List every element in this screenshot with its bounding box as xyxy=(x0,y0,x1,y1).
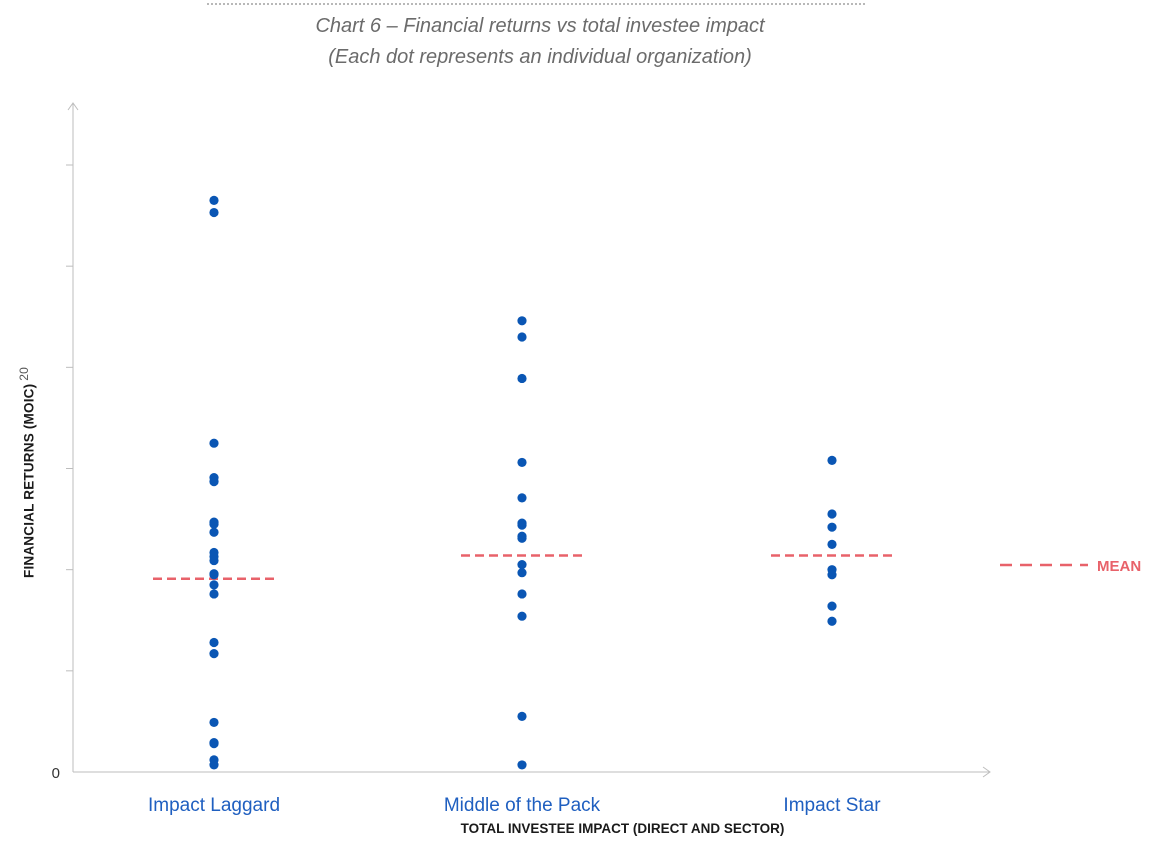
data-point xyxy=(209,649,218,658)
data-point xyxy=(209,718,218,727)
data-point xyxy=(517,612,526,621)
data-point xyxy=(209,477,218,486)
data-points xyxy=(209,196,836,770)
legend-mean-label: MEAN xyxy=(1097,558,1141,575)
data-point xyxy=(517,493,526,502)
data-point xyxy=(827,509,836,518)
data-point xyxy=(517,568,526,577)
data-point xyxy=(209,589,218,598)
data-point xyxy=(827,523,836,532)
data-point xyxy=(517,589,526,598)
data-point xyxy=(517,560,526,569)
data-point xyxy=(209,580,218,589)
data-point xyxy=(517,521,526,530)
data-point xyxy=(209,528,218,537)
data-point xyxy=(517,760,526,769)
x-tick-labels: Impact Laggard Middle of the Pack Impact S… xyxy=(148,795,881,816)
data-point xyxy=(827,601,836,610)
x-tick-label: Impact Star xyxy=(783,795,881,816)
x-tick-label: Middle of the Pack xyxy=(444,795,601,816)
data-point xyxy=(209,638,218,647)
data-point xyxy=(209,556,218,565)
data-point xyxy=(209,196,218,205)
data-point xyxy=(517,458,526,467)
legend: MEAN xyxy=(1000,558,1141,575)
data-point xyxy=(517,712,526,721)
data-point xyxy=(827,540,836,549)
x-tick-label: Impact Laggard xyxy=(148,795,280,816)
data-point xyxy=(517,316,526,325)
data-point xyxy=(209,760,218,769)
y-tick-label: 0 xyxy=(52,765,60,782)
data-point xyxy=(827,617,836,626)
data-point xyxy=(209,520,218,529)
x-axis-title: TOTAL INVESTEE IMPACT (DIRECT AND SECTOR… xyxy=(461,821,785,836)
data-point xyxy=(827,570,836,579)
data-point xyxy=(517,534,526,543)
footnote-ref: 20 xyxy=(17,367,31,381)
data-point xyxy=(209,439,218,448)
data-point xyxy=(517,374,526,383)
y-axis-title: FINANCIAL RETURNS (MOIC) 20 xyxy=(17,367,37,578)
data-point xyxy=(827,456,836,465)
axes: 0 xyxy=(52,103,990,782)
data-point xyxy=(517,332,526,341)
x-axis-title-wrap: TOTAL INVESTEE IMPACT (DIRECT AND SECTOR… xyxy=(0,821,1161,836)
data-point xyxy=(209,208,218,217)
data-point xyxy=(209,739,218,748)
y-axis-title-wrap: FINANCIAL RETURNS (MOIC)20 xyxy=(3,440,43,480)
data-point xyxy=(209,570,218,579)
y-axis-title-text: FINANCIAL RETURNS (MOIC) xyxy=(22,384,37,578)
